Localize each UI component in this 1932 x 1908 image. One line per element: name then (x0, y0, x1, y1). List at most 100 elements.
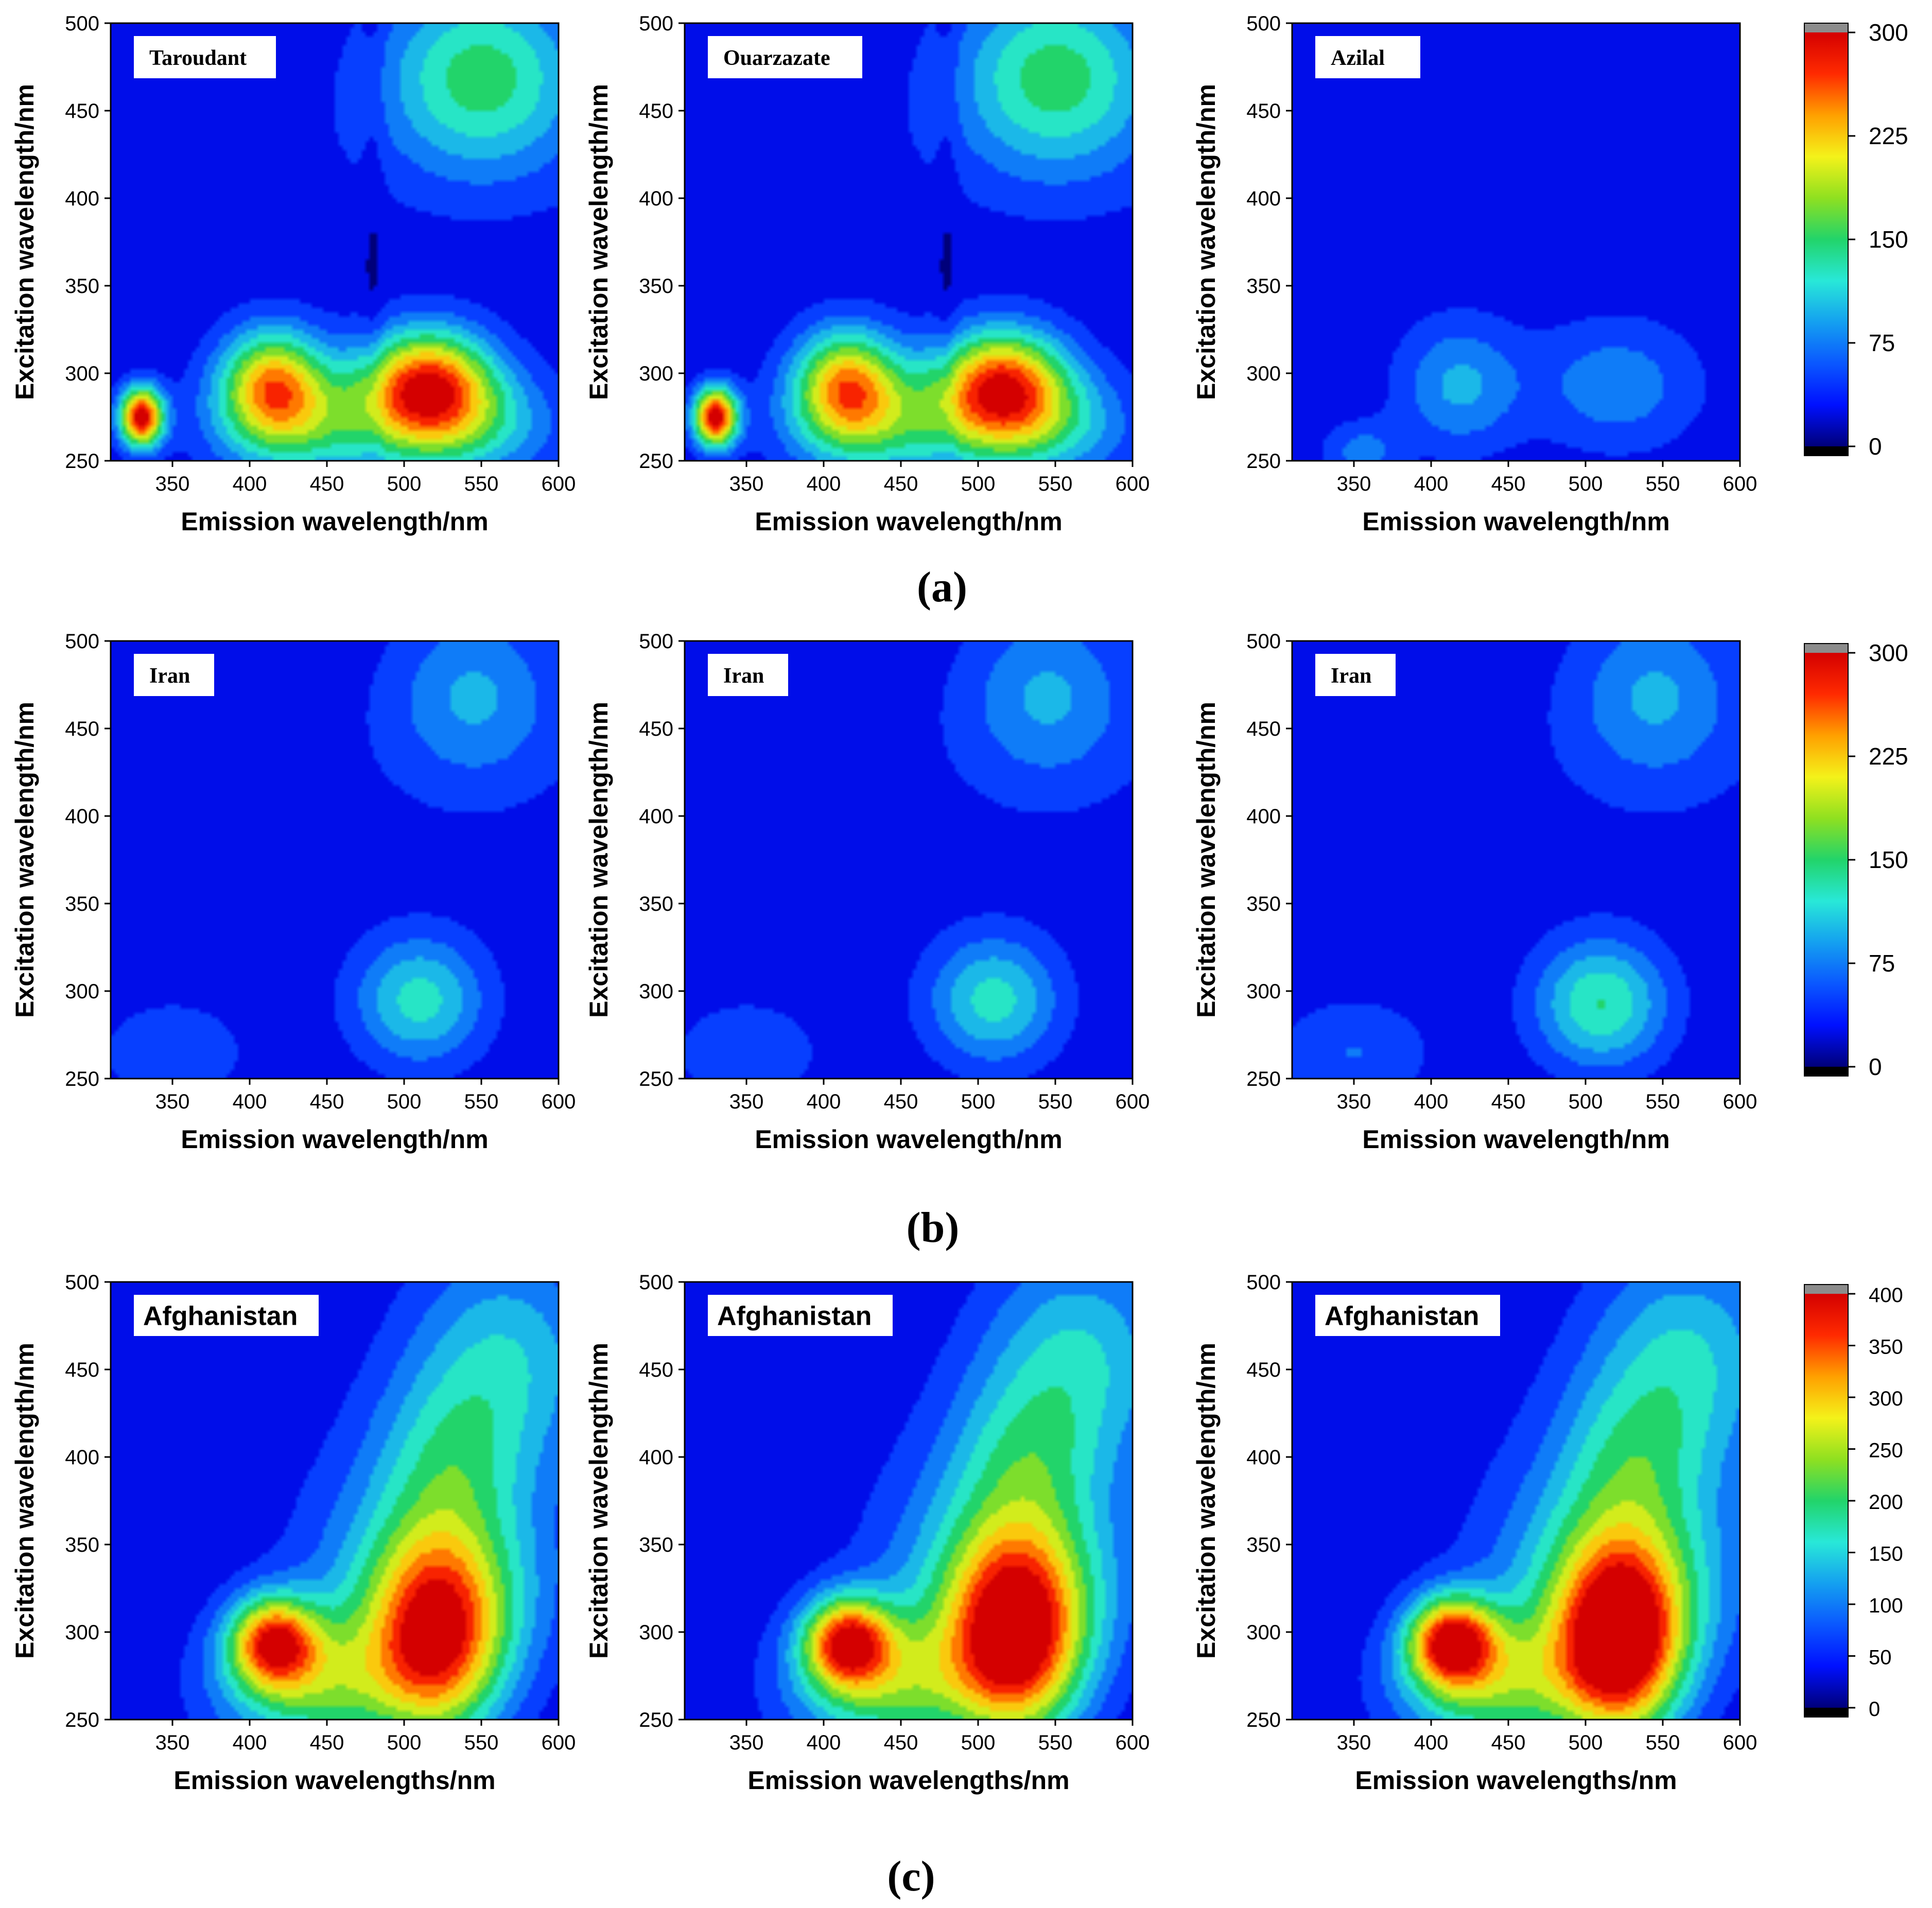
plot-frame (110, 1281, 560, 1721)
y-axis-title: Excitation wavelength/nm (1192, 702, 1221, 1018)
colorbar-tick-label: 200 (1869, 1491, 1903, 1514)
sample-label: Ouarzazate (723, 46, 830, 70)
y-tick-label: 400 (65, 805, 99, 828)
colorbar-tick-label: 75 (1869, 950, 1895, 977)
colorbar-gradient (1804, 653, 1848, 1067)
x-axis-title: Emission wavelengths/nm (173, 1766, 495, 1795)
colorbar-tick-label: 225 (1869, 123, 1908, 149)
x-tick-label: 400 (807, 473, 841, 495)
colorbar-over-cap (1804, 23, 1848, 32)
y-tick-label: 450 (639, 718, 673, 740)
y-tick-label: 300 (1246, 980, 1281, 1003)
y-tick-label: 400 (1246, 1446, 1281, 1469)
y-tick-label: 450 (1246, 718, 1281, 740)
sample-label-box (1315, 654, 1396, 696)
x-tick-label: 450 (310, 1090, 344, 1113)
x-tick-label: 550 (1646, 473, 1680, 495)
y-tick-label: 450 (639, 1359, 673, 1381)
eem-panel-a2: 350 400 450 500 550 600 250 300 350 400 450 500 Emis… (584, 12, 1150, 536)
y-tick-label: 250 (1246, 1709, 1281, 1731)
y-tick-label: 300 (639, 362, 673, 385)
y-tick-label: 400 (65, 187, 99, 210)
y-tick-label: 350 (1246, 1534, 1281, 1556)
x-tick-label: 450 (310, 473, 344, 495)
eem-panel-b3: 350 400 450 500 550 600 250 300 350 400 450 500 Emis… (1192, 630, 1757, 1154)
y-tick-label: 350 (65, 275, 99, 298)
y-tick-label: 250 (65, 1709, 99, 1731)
y-axis-title: Excitation wavelength/nm (1192, 1343, 1221, 1659)
y-tick-label: 250 (1246, 1068, 1281, 1090)
colorbars-layer: 0 75 150 225 300 0 75 150 225 300 0 50 100 150 200 250 3… (1804, 19, 1908, 1721)
x-tick-label: 500 (387, 1090, 422, 1113)
y-tick-label: 500 (639, 12, 673, 35)
y-tick-label: 300 (65, 1621, 99, 1644)
sample-label: Taroudant (149, 46, 247, 70)
sample-label: Iran (149, 664, 190, 688)
heatmap-image (1292, 641, 1740, 1079)
y-axis-title: Excitation wavelength/nm (1192, 84, 1221, 400)
colorbar-tick-label: 50 (1869, 1646, 1892, 1669)
y-tick-label: 400 (639, 1446, 673, 1469)
x-axis-title: Emission wavelength/nm (755, 507, 1062, 536)
sample-label-box (134, 36, 276, 78)
y-axis-title: Excitation wavelength/nm (584, 702, 613, 1018)
x-tick-label: 550 (1646, 1731, 1680, 1754)
x-tick-label: 550 (464, 473, 499, 495)
y-tick-label: 500 (1246, 1271, 1281, 1294)
y-tick-label: 500 (65, 12, 99, 35)
x-tick-label: 600 (1116, 1731, 1150, 1754)
x-tick-label: 500 (961, 473, 996, 495)
colorbar-tick-label: 400 (1869, 1284, 1903, 1307)
y-tick-label: 400 (639, 187, 673, 210)
y-tick-label: 350 (1246, 275, 1281, 298)
x-tick-label: 350 (155, 1090, 190, 1113)
x-tick-label: 600 (542, 473, 576, 495)
y-axis-title: Excitation wavelength/nm (10, 84, 39, 400)
sample-label-box (134, 654, 214, 696)
x-tick-label: 600 (542, 1090, 576, 1113)
y-tick-label: 250 (639, 1068, 673, 1090)
x-tick-label: 500 (387, 473, 422, 495)
x-tick-label: 450 (1491, 1731, 1526, 1754)
x-tick-label: 350 (729, 1731, 764, 1754)
x-axis-title: Emission wavelength/nm (1362, 1125, 1669, 1154)
plot-frame (684, 1281, 1134, 1721)
sample-label: Afghanistan (143, 1302, 298, 1331)
x-axis-title: Emission wavelength/nm (181, 1125, 488, 1154)
sample-label: Iran (723, 664, 764, 688)
eem-panel-b2: 350 400 450 500 550 600 250 300 350 400 450 500 Emis… (584, 630, 1150, 1154)
colorbar-tick-label: 225 (1869, 743, 1908, 770)
y-tick-label: 350 (639, 275, 673, 298)
plot-frame (110, 22, 560, 462)
x-tick-label: 400 (1414, 1090, 1449, 1113)
x-tick-label: 550 (1646, 1090, 1680, 1113)
plot-frame (684, 640, 1134, 1080)
sample-label: Iran (1331, 664, 1371, 688)
sample-label-box (134, 1295, 319, 1336)
x-tick-label: 350 (155, 473, 190, 495)
row-label-a: (a) (917, 563, 967, 611)
x-axis-title: Emission wavelength/nm (181, 507, 488, 536)
x-tick-label: 550 (1038, 1090, 1073, 1113)
y-tick-label: 400 (639, 805, 673, 828)
y-tick-label: 350 (639, 893, 673, 915)
colorbar-gradient (1804, 1294, 1848, 1708)
x-axis-title: Emission wavelength/nm (755, 1125, 1062, 1154)
x-tick-label: 350 (155, 1731, 190, 1754)
colorbar-tick-label: 250 (1869, 1439, 1903, 1462)
eem-panel-a1: 350 400 450 500 550 600 250 300 350 400 450 500 Emis… (10, 12, 576, 536)
heatmap-image (685, 1282, 1133, 1720)
x-tick-label: 400 (807, 1090, 841, 1113)
x-axis-title: Emission wavelengths/nm (1355, 1766, 1677, 1795)
x-tick-label: 350 (729, 1090, 764, 1113)
y-tick-label: 450 (639, 100, 673, 123)
y-tick-label: 300 (65, 362, 99, 385)
sample-label-box (1315, 1295, 1500, 1336)
colorbar-tick-label: 0 (1869, 1698, 1880, 1721)
colorbar-tick-label: 100 (1869, 1594, 1903, 1617)
y-axis-title: Excitation wavelength/nm (10, 702, 39, 1018)
x-tick-label: 400 (233, 473, 267, 495)
plot-frame (110, 640, 560, 1080)
panels-layer: 350 400 450 500 550 600 250 300 350 400 450 500 Emis… (10, 12, 1757, 1795)
row-label-c: (c) (887, 1852, 935, 1900)
